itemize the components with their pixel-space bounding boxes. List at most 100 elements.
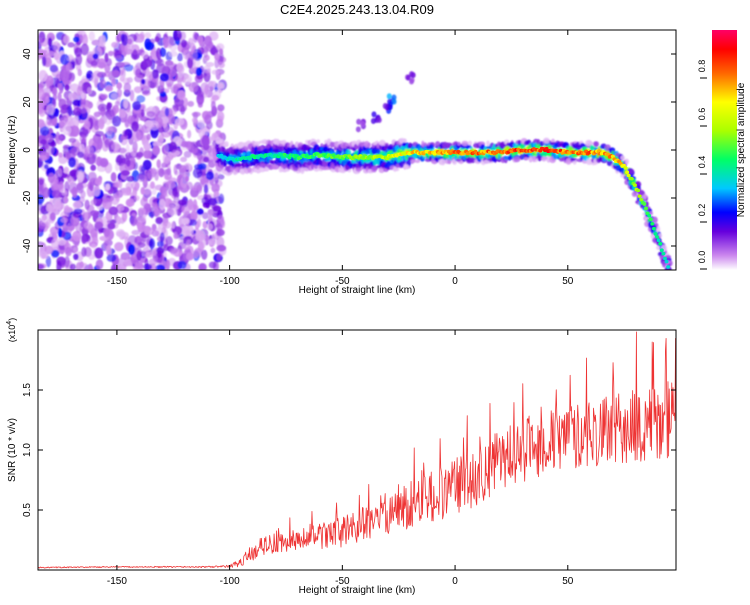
heatmap-cell [102, 197, 113, 210]
heatmap-cell [96, 137, 103, 150]
snr-y-axis: 0.5 1.0 1.5 [22, 383, 676, 517]
heatmap-cell [149, 120, 160, 131]
heatmap-cell [173, 231, 178, 240]
heatmap-cell [46, 52, 52, 62]
heatmap-cell [66, 223, 73, 235]
heatmap-cell [665, 271, 671, 276]
ridge-point [639, 197, 644, 202]
heatmap-cell [272, 164, 280, 170]
x-tick-label: -50 [335, 576, 350, 587]
heatmap-cell [79, 134, 87, 143]
heatmap-cell [644, 201, 649, 207]
heatmap-cell [115, 229, 125, 238]
heatmap-cell [57, 168, 63, 178]
heatmap-cell [159, 73, 170, 82]
heatmap-cell [260, 145, 264, 150]
heatmap-cell [123, 98, 129, 109]
ridge-point [651, 226, 656, 231]
heatmap-cell [135, 131, 144, 140]
heatmap-cell [111, 93, 119, 100]
heatmap-cell [80, 92, 86, 100]
heatmap-cell [107, 102, 113, 109]
heatmap-cell [205, 171, 215, 181]
heatmap-cell [211, 69, 220, 75]
heatmap-cell [42, 87, 52, 95]
heatmap-cell [110, 172, 117, 182]
heatmap-cell [152, 47, 157, 59]
colorbar-tick-label: 0.6 [697, 108, 707, 121]
heatmap-cell [189, 146, 198, 154]
heatmap-cell [370, 165, 378, 171]
heatmap-cell [51, 249, 60, 258]
heatmap-blob [371, 111, 377, 118]
x-tick-label: 50 [562, 276, 574, 287]
heatmap-cell [197, 35, 204, 45]
heatmap-cell [83, 221, 92, 230]
heatmap-cell [191, 117, 198, 123]
heatmap-cell [49, 140, 57, 147]
heatmap-blob [405, 74, 411, 81]
heatmap-cell [57, 227, 63, 238]
heatmap-cell [218, 193, 225, 204]
x-tick-label: -150 [107, 576, 127, 587]
heatmap-cell [124, 119, 130, 129]
heatmap-cell [204, 114, 212, 125]
heatmap-cell [88, 31, 96, 41]
heatmap-cell [203, 156, 210, 163]
heatmap-cell [467, 140, 473, 146]
ridge-point [662, 256, 667, 261]
heatmap-cell [214, 52, 220, 61]
heatmap-cell [411, 158, 416, 164]
heatmap-cell [213, 190, 220, 197]
heatmap-cell [221, 146, 226, 153]
heatmap-cell [117, 205, 125, 211]
heatmap-cell [73, 247, 78, 253]
heatmap-cell [49, 212, 56, 221]
heatmap-cell [92, 185, 101, 197]
heatmap-cell [80, 43, 89, 56]
heatmap-cell [155, 33, 161, 41]
heatmap-cell [272, 148, 279, 154]
heatmap-cell [196, 218, 202, 228]
heatmap-cell [74, 114, 79, 127]
heatmap-cell [63, 35, 70, 44]
ridge-point [658, 241, 663, 246]
heatmap-cell [183, 97, 189, 108]
heatmap-cell [63, 206, 73, 213]
heatmap-cell [149, 238, 155, 250]
heatmap-cell [211, 94, 220, 101]
heatmap-cell [119, 108, 127, 118]
heatmap-cell [158, 198, 166, 211]
heatmap-cell [300, 167, 305, 174]
heatmap-cell [62, 124, 72, 136]
heatmap-cell [69, 169, 79, 177]
heatmap-cell [216, 223, 223, 233]
heatmap-cell [65, 246, 72, 257]
heatmap-cell [150, 167, 157, 178]
heatmap-cell [169, 107, 177, 116]
heatmap-cell [63, 166, 69, 174]
heatmap-cell [52, 189, 62, 198]
heatmap-cell [196, 184, 203, 194]
heatmap-cell [162, 187, 168, 198]
heatmap-cell [70, 125, 80, 137]
heatmap-cell [96, 71, 107, 78]
snr-series-line [38, 331, 676, 569]
colorbar-gradient [712, 30, 737, 270]
heatmap-cell [316, 139, 321, 144]
heatmap-blob [355, 126, 361, 133]
heatmap-cell [75, 62, 82, 72]
spectrogram-marks [38, 30, 673, 276]
chart-title: C2E4.2025.243.13.04.R09 [280, 2, 434, 17]
heatmap-cell [188, 50, 198, 61]
heatmap-cell [168, 50, 178, 57]
heatmap-cell [141, 78, 146, 85]
heatmap-cell [105, 108, 115, 120]
heatmap-cell [73, 36, 80, 43]
heatmap-cell [218, 48, 224, 56]
heatmap-cell [180, 156, 188, 163]
heatmap-cell [38, 87, 45, 100]
heatmap-cell [193, 249, 200, 258]
heatmap-cell [71, 186, 78, 198]
heatmap-cell [152, 145, 161, 156]
